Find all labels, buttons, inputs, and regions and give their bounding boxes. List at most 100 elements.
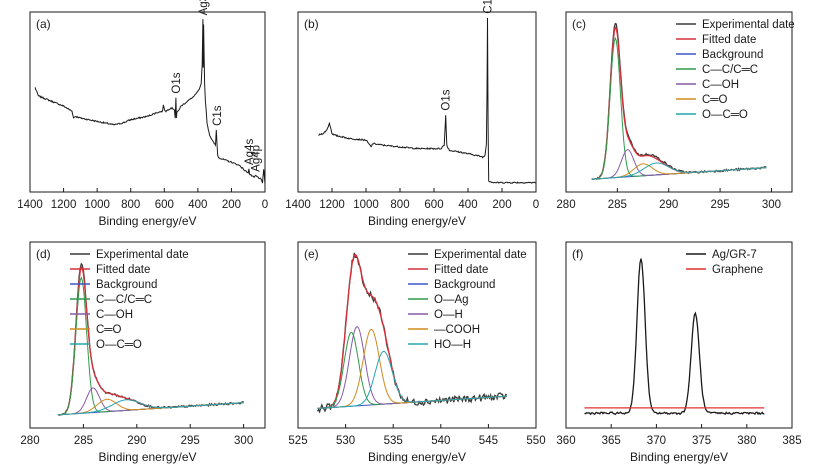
spectrum-line: [34, 19, 266, 185]
legend: Experimental date Fitted date Background C—…: [70, 249, 189, 351]
spectrum-line: [318, 17, 537, 184]
panel-a: 1400 1200 1000 800 600 400 200 0 (a) Binding ener…: [17, 0, 268, 228]
legend-entry: Background: [434, 279, 495, 291]
plot-frame: [29, 241, 266, 429]
x-tick-label: 290: [127, 435, 146, 447]
x-tick-label: 1200: [319, 199, 345, 211]
legend-entry: Experimental date: [702, 19, 795, 31]
panel-letter: (f): [572, 247, 583, 261]
x-tick-label: 295: [181, 435, 200, 447]
legend-entry: Ag/GR-7: [712, 249, 757, 261]
panel-d: 280 285 290 295 300 (d) Binding energy/eV Exper…: [20, 241, 266, 464]
series-line-4: [57, 387, 244, 416]
legend: Experimental date Fitted date Background C—…: [676, 19, 795, 121]
x-tick-label: 540: [431, 435, 450, 447]
peak-label: Ag4p: [250, 145, 262, 172]
x-tick-label: 0: [262, 199, 268, 211]
x-tick-label: 1400: [17, 199, 43, 211]
legend-entry: O—C═O: [96, 339, 142, 351]
legend-entry: HO—H: [434, 339, 471, 351]
x-tick-label: 600: [155, 199, 174, 211]
legend-entry: O—C═O: [702, 109, 748, 121]
x-tick-label: 1200: [51, 199, 77, 211]
x-tick-label: 525: [288, 435, 307, 447]
series-line-6: [591, 162, 767, 180]
peak-label: C1s: [483, 0, 495, 14]
peak-label: Ag3d: [198, 0, 210, 15]
x-tick-label: 800: [390, 199, 409, 211]
panel-letter: (c): [572, 17, 586, 31]
legend-entry: Background: [702, 49, 763, 61]
x-tick-label: 360: [556, 435, 575, 447]
legend-entry: Graphene: [712, 264, 763, 276]
x-axis-label: Binding energy/eV: [368, 450, 466, 464]
legend-entry: C═O: [96, 324, 121, 336]
legend-entry: C—C/C═C: [702, 64, 758, 76]
panel-letter: (e): [304, 247, 319, 261]
legend-entry: Fitted date: [96, 264, 150, 276]
plot-frame: [29, 11, 266, 193]
x-tick-label: 200: [222, 199, 241, 211]
legend-entry: Background: [96, 279, 157, 291]
legend-entry: O—H: [434, 309, 463, 321]
series-line-6: [57, 399, 244, 416]
plot-frame: [297, 11, 537, 193]
panel-f: 360 365 370 375 380 385 (f) Binding energy/eV Ag…: [556, 241, 802, 464]
plot-frame: [565, 11, 793, 193]
x-tick-label: 0: [533, 199, 539, 211]
legend-entry: Fitted date: [702, 34, 756, 46]
x-tick-label: 295: [710, 199, 729, 211]
x-tick-label: 285: [608, 199, 627, 211]
x-tick-label: 285: [74, 435, 93, 447]
legend: Ag/GR-7 Graphene: [686, 249, 763, 276]
series-line-0: [584, 258, 765, 416]
x-tick-label: 380: [737, 435, 756, 447]
peak-label: C1s: [212, 105, 224, 126]
x-tick-label: 300: [234, 435, 253, 447]
x-tick-label: 530: [336, 435, 355, 447]
x-tick-label: 550: [526, 435, 545, 447]
x-axis-label: Binding energy/eV: [98, 214, 196, 228]
x-tick-label: 545: [479, 435, 498, 447]
x-tick-label: 280: [556, 199, 575, 211]
legend-entry: C═O: [702, 94, 727, 106]
x-tick-label: 375: [692, 435, 711, 447]
panel-b: 1400 1200 1000 800 600 400 200 0 (b) Binding ener…: [285, 0, 539, 228]
legend-entry: Experimental date: [434, 249, 527, 261]
x-axis-label: Binding energy/eV: [98, 450, 196, 464]
x-tick-label: 800: [121, 199, 140, 211]
plot-frame: [297, 241, 537, 429]
peak-label: O1s: [441, 89, 453, 110]
legend-entry: Experimental date: [96, 249, 189, 261]
x-tick-label: 600: [424, 199, 443, 211]
x-tick-label: 400: [458, 199, 477, 211]
x-tick-label: 1000: [353, 199, 379, 211]
peak-label: O1s: [171, 72, 183, 93]
x-tick-label: 290: [659, 199, 678, 211]
x-axis-label: Binding energy/eV: [630, 450, 728, 464]
x-tick-label: 1000: [84, 199, 110, 211]
panel-letter: (d): [36, 247, 51, 261]
x-tick-label: 365: [602, 435, 621, 447]
peak-label: Ag4s: [244, 139, 256, 165]
legend-entry: C—C/C═C: [96, 294, 152, 306]
series-line-6: [317, 350, 507, 409]
legend-entry: O—Ag: [434, 294, 469, 306]
legend: Experimental date Fitted date Background O—…: [408, 249, 527, 351]
series-line-5: [317, 328, 507, 409]
legend-entry: C—OH: [96, 309, 133, 321]
plot-frame: [565, 241, 793, 429]
x-axis-label: Binding energy/eV: [368, 214, 466, 228]
x-tick-label: 370: [647, 435, 666, 447]
x-tick-label: 200: [492, 199, 511, 211]
x-tick-label: 385: [782, 435, 801, 447]
x-tick-label: 280: [20, 435, 39, 447]
panel-c: 280 285 290 295 300 (c) Experimental date Fitte…: [556, 11, 795, 211]
series-line-4: [317, 326, 507, 409]
legend-entry: —COOH: [434, 324, 480, 336]
x-tick-label: 300: [762, 199, 781, 211]
x-tick-label: 400: [188, 199, 207, 211]
x-tick-label: 535: [384, 435, 403, 447]
panel-e: 525 530 535 540 545 550 (e) Binding energy/eV Ex…: [288, 241, 546, 464]
